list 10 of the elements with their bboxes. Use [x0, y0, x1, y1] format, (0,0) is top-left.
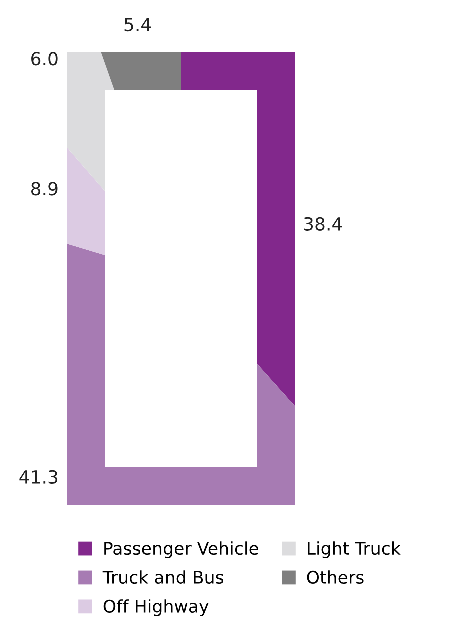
- data-label: 6.0: [32, 52, 58, 66]
- legend-label: Passenger Vehicle: [104, 542, 259, 558]
- data-label: 5.4: [124, 18, 152, 32]
- data-label: 38.4: [304, 217, 342, 231]
- legend-label: Off Highway: [104, 600, 209, 616]
- data-label: 8.9: [32, 182, 58, 196]
- data-label: 41.3: [20, 470, 58, 484]
- legend-label: Truck and Bus: [102, 570, 224, 584]
- legend-label: Light Truck: [308, 542, 401, 558]
- legend-label: Others: [307, 570, 364, 584]
